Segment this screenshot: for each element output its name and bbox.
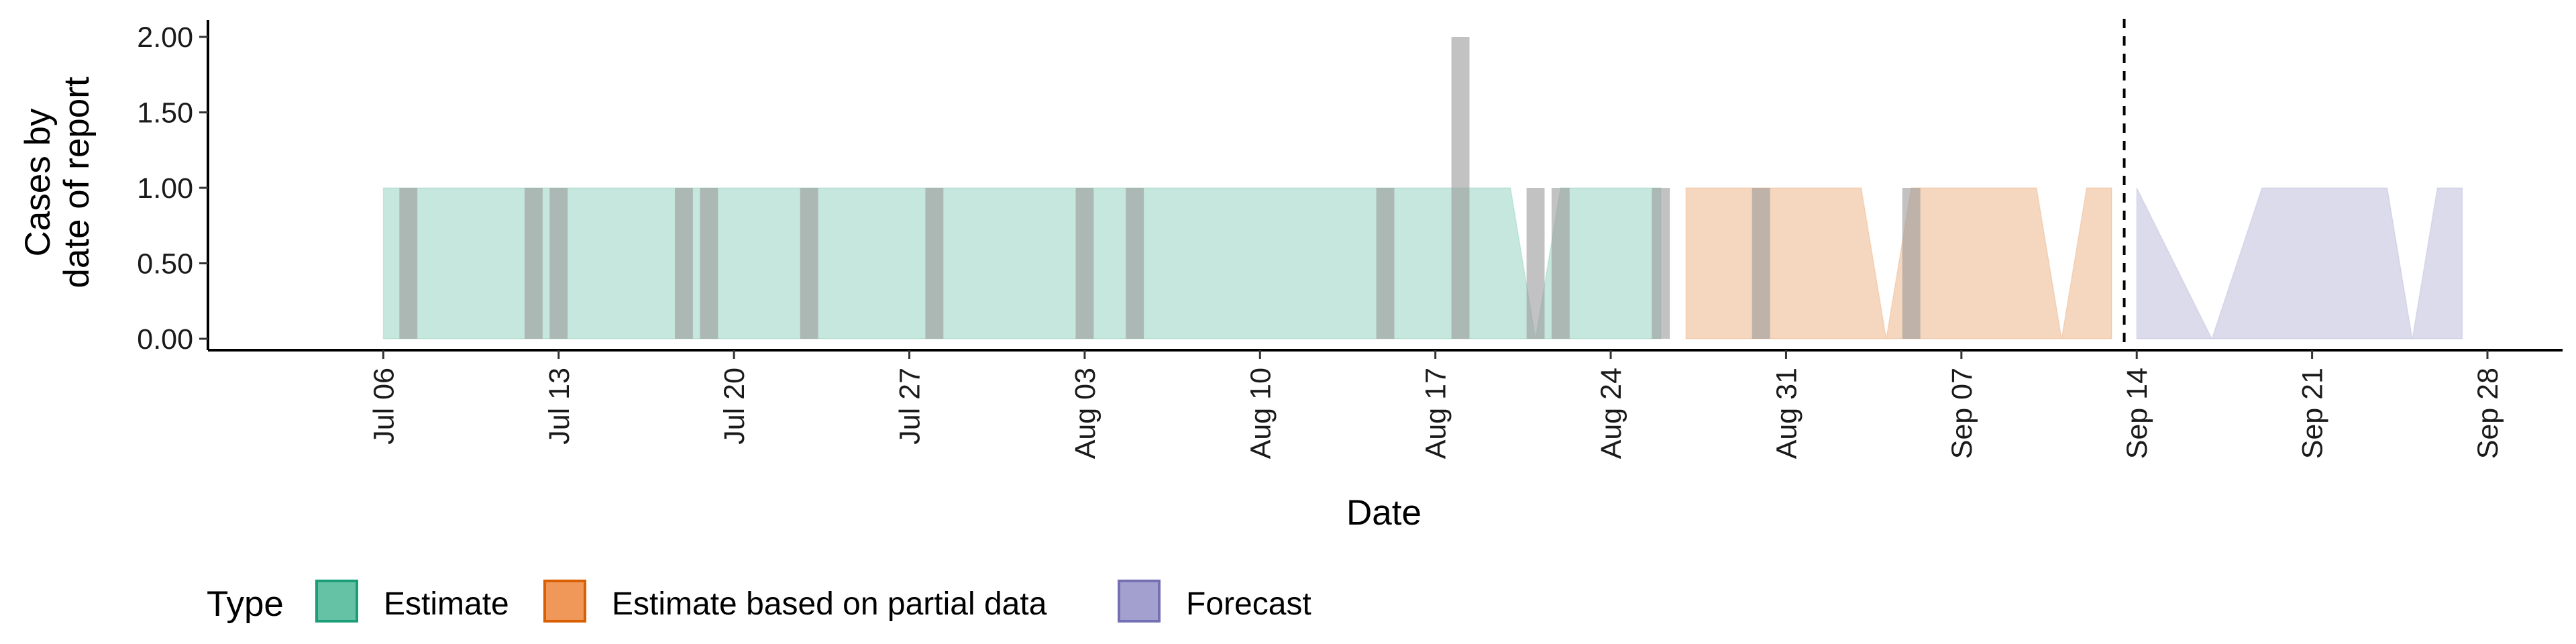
- reported-case-bar-10: [1451, 37, 1470, 339]
- x-tick-label-8: Aug 31: [1770, 368, 1803, 459]
- legend: Type Estimate Estimate based on partial da…: [207, 580, 1311, 624]
- x-tick-label-9: Sep 07: [1946, 368, 1978, 459]
- legend-key-2: [1118, 580, 1161, 623]
- x-tick-label-0: Jul 06: [368, 368, 400, 445]
- reported-case-bar-5: [800, 188, 818, 339]
- x-axis-title: Date: [1346, 493, 1421, 533]
- x-tick-label-2: Jul 20: [718, 368, 751, 445]
- y-axis: 0.00 0.50 1.00 1.50 2.00: [137, 20, 209, 356]
- reported-case-bar-15: [1902, 188, 1921, 339]
- reported-case-bar-12: [1551, 188, 1570, 339]
- ribbon-series-2: [2136, 187, 2463, 340]
- reported-case-bar-7: [1075, 188, 1094, 339]
- x-tick-label-5: Aug 10: [1244, 368, 1277, 459]
- reported-case-bar-11: [1526, 188, 1545, 339]
- reported-case-bar-6: [925, 188, 944, 339]
- ribbon-layer: [382, 187, 2463, 340]
- legend-label-1: Estimate based on partial data: [612, 586, 1047, 622]
- reported-case-bar-1: [525, 188, 543, 339]
- y-tick-label-2: 1.00: [137, 172, 193, 205]
- reported-case-bar-4: [700, 188, 718, 339]
- reported-case-bar-14: [1752, 188, 1770, 339]
- y-tick-label-0: 0.00: [137, 323, 193, 356]
- reported-case-bar-13: [1652, 188, 1670, 339]
- x-axis: Jul 06 Jul 13 Jul 20 Jul 27 Aug 03 Aug 10 Aug …: [208, 349, 2563, 459]
- reported-case-bar-2: [549, 188, 568, 339]
- legend-title: Type: [207, 584, 284, 624]
- reported-case-bar-9: [1376, 188, 1395, 339]
- x-tick-label-7: Aug 24: [1595, 368, 1627, 459]
- y-tick-label-4: 2.00: [137, 21, 193, 54]
- y-tick-label-3: 1.50: [137, 97, 193, 129]
- legend-key-0: [315, 580, 358, 623]
- y-tick-label-1: 0.50: [137, 248, 193, 280]
- x-tick-label-12: Sep 28: [2472, 368, 2504, 459]
- reported-case-bar-8: [1126, 188, 1144, 339]
- legend-label-0: Estimate: [384, 586, 509, 622]
- x-tick-label-4: Aug 03: [1069, 368, 1102, 459]
- legend-key-1: [543, 580, 586, 623]
- x-tick-label-3: Jul 27: [894, 368, 926, 445]
- x-tick-label-10: Sep 14: [2121, 368, 2153, 459]
- x-tick-label-11: Sep 21: [2297, 368, 2329, 459]
- ribbon-series-1: [1685, 187, 2112, 339]
- y-axis-title-line-1: date of report: [57, 76, 97, 288]
- reported-cases-bars: [399, 37, 1921, 339]
- legend-label-2: Forecast: [1186, 586, 1311, 622]
- x-tick-label-6: Aug 17: [1420, 368, 1452, 459]
- y-axis-title: Cases bydate of report: [18, 76, 97, 288]
- y-axis-title-line-0: Cases by: [18, 108, 58, 256]
- reported-case-bar-0: [399, 188, 418, 339]
- reported-case-bar-3: [675, 188, 693, 339]
- x-tick-label-1: Jul 13: [543, 368, 576, 445]
